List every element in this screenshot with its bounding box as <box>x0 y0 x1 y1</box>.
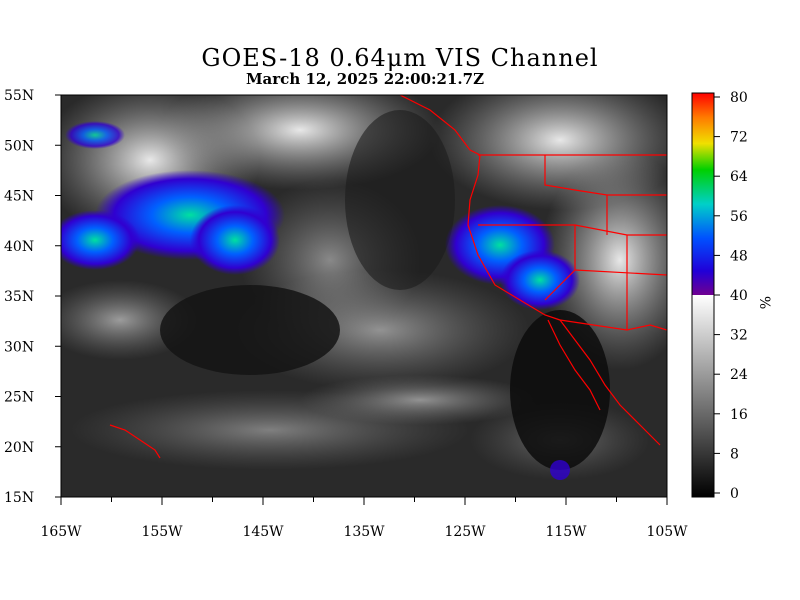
lat-label: 30N <box>4 339 34 355</box>
colorbar-tick-label: 80 <box>730 90 748 106</box>
lon-label: 105W <box>646 524 688 540</box>
colorbar-color-segment <box>692 93 714 295</box>
map-timestamp: March 12, 2025 22:00:21.7Z <box>245 70 485 88</box>
coastline-borders <box>109 95 667 459</box>
colorbar-tick-label: 40 <box>730 288 748 304</box>
lat-label: 25N <box>4 390 34 406</box>
lat-label: 55N <box>4 88 34 104</box>
colorbar-tick-label: 64 <box>730 169 748 185</box>
colorbar-gray-segment <box>692 295 714 497</box>
lat-label: 45N <box>4 189 34 205</box>
lon-label: 115W <box>545 524 587 540</box>
colorbar-tick-label: 56 <box>730 209 748 225</box>
colorbar-tick-label: 24 <box>730 367 748 383</box>
colorbar-tick-label: 48 <box>730 248 748 264</box>
lat-label: 40N <box>4 239 34 255</box>
lon-label: 155W <box>141 524 183 540</box>
colorbar-tick-label: 32 <box>730 328 748 344</box>
lon-label: 145W <box>242 524 284 540</box>
lon-label: 125W <box>444 524 486 540</box>
lat-label: 50N <box>4 138 34 154</box>
colorbar-tick-label: 16 <box>730 407 748 423</box>
map-title: GOES-18 0.64μm VIS Channel <box>201 44 599 72</box>
satellite-image <box>61 95 667 497</box>
lat-label: 20N <box>4 440 34 456</box>
lon-label: 165W <box>40 524 82 540</box>
lat-label: 35N <box>4 289 34 305</box>
colorbar-tick-label: 0 <box>730 486 739 502</box>
colorbar-tick-label: 8 <box>730 446 739 462</box>
colorbar-tick-label: 72 <box>730 130 748 146</box>
lat-label: 15N <box>4 490 34 506</box>
lon-label: 135W <box>343 524 385 540</box>
colorbar-unit: % <box>756 296 772 309</box>
